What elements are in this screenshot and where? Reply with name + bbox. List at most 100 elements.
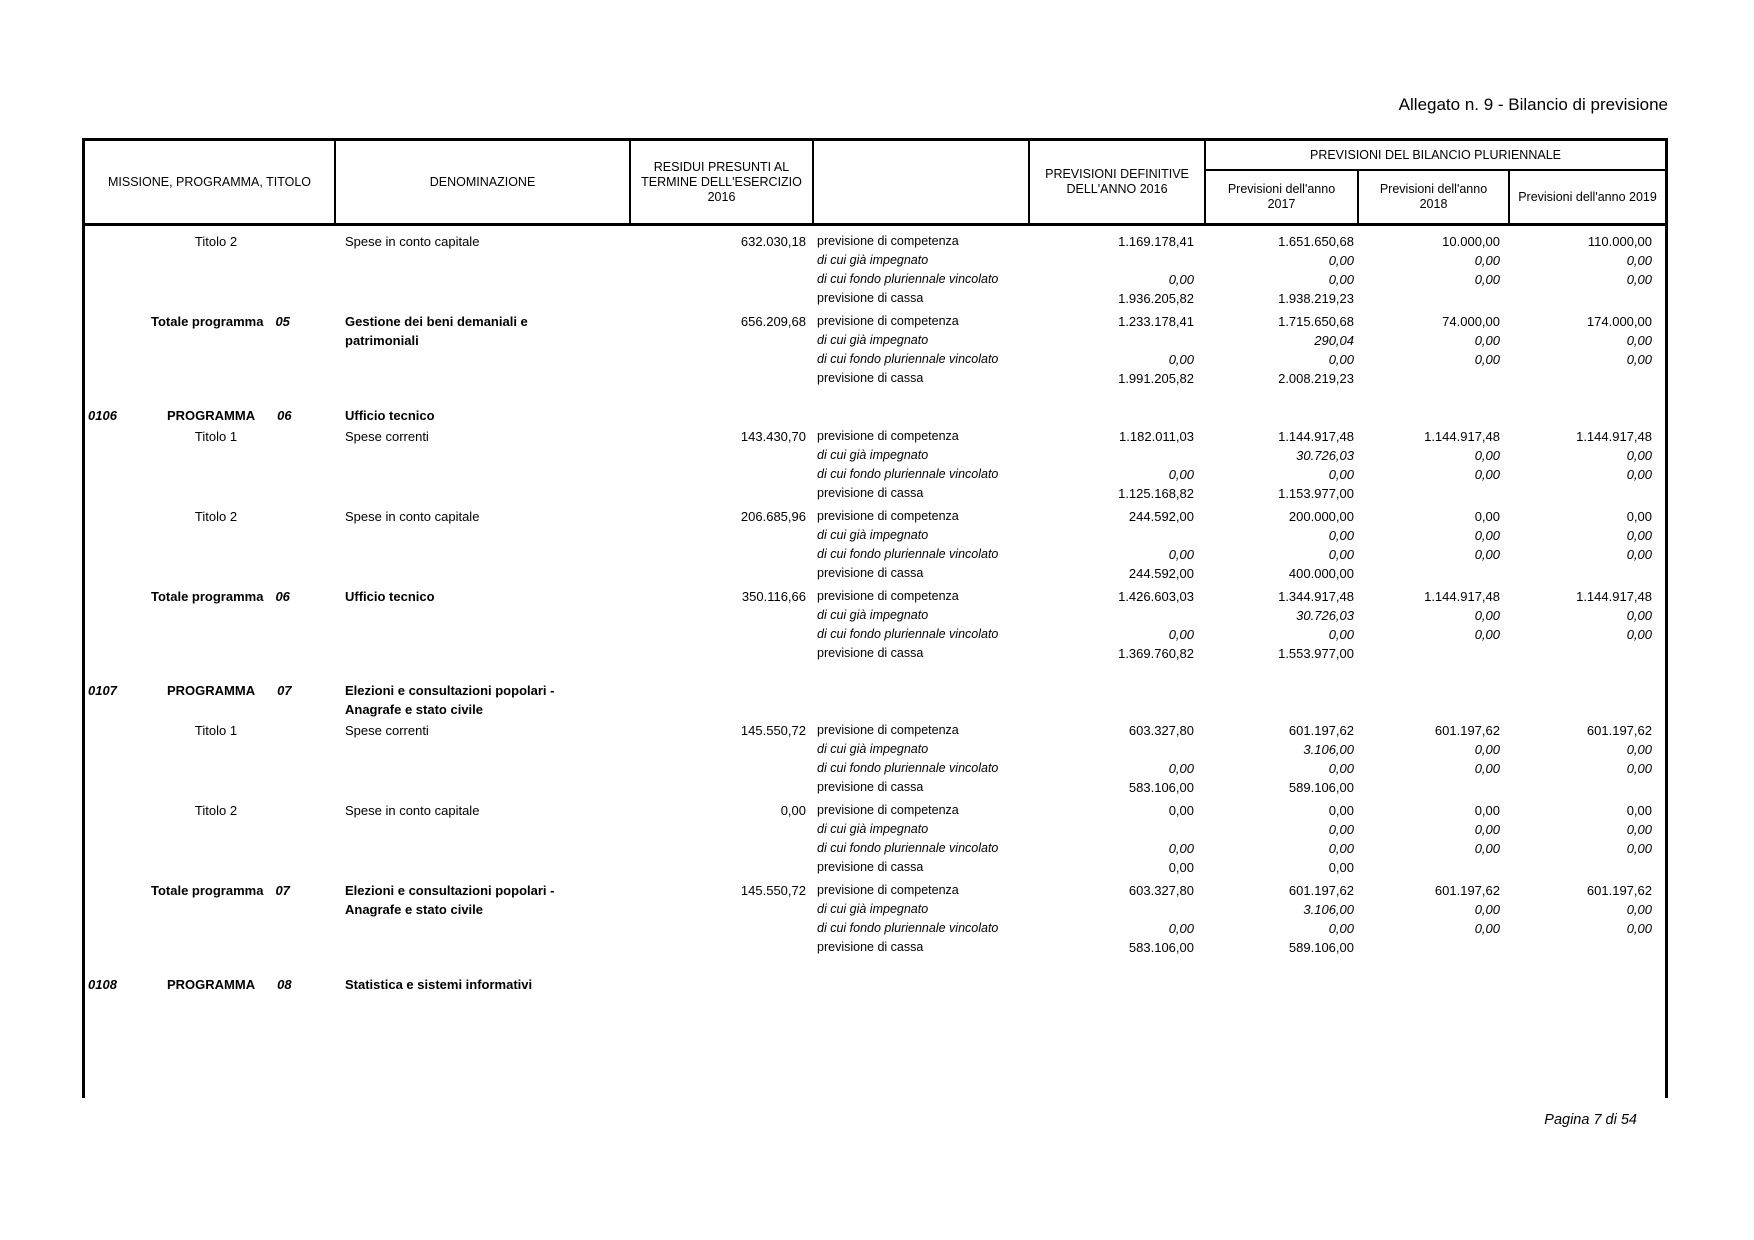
value-definitive-2016: 244.592,00	[1128, 566, 1194, 581]
value-2017: 601.197,62	[1288, 883, 1354, 898]
previsione-row: previsione di competenza 1.233.178,41 1.…	[814, 312, 1665, 331]
previsione-row-label: previsione di competenza	[817, 429, 959, 443]
previsione-row-label: previsione di competenza	[817, 723, 959, 737]
previsioni-rows	[814, 975, 1665, 994]
value-2018: 1.144.917,48	[1424, 589, 1500, 604]
value-2017: 1.651.650,68	[1278, 234, 1354, 249]
block-label: Titolo 2	[194, 234, 238, 249]
previsioni-rows	[814, 406, 1665, 425]
value-definitive-2016: 0,00	[1168, 627, 1194, 642]
previsione-row: previsione di competenza 0,00 0,00 0,00 …	[814, 801, 1665, 820]
value-2018: 0,00	[1474, 627, 1500, 642]
value-definitive-2016	[1030, 446, 1206, 465]
value-2018: 0,00	[1474, 272, 1500, 287]
previsione-row: di cui fondo pluriennale vincolato 0,00 …	[814, 759, 1665, 778]
block-number: 08	[277, 977, 292, 992]
value-2017: 400.000,00	[1288, 566, 1354, 581]
value-2018: 0,00	[1474, 921, 1500, 936]
value-2018: 0,00	[1474, 253, 1500, 268]
value-2017: 1.144.917,48	[1278, 429, 1354, 444]
value-definitive-2016: 1.182.011,03	[1119, 429, 1194, 444]
value-definitive-2016: 0,00	[1168, 761, 1194, 776]
value-2019: 0,00	[1626, 921, 1652, 936]
previsione-row-label: previsione di cassa	[817, 566, 924, 580]
previsione-row: previsione di competenza 1.182.011,03 1.…	[814, 427, 1665, 446]
budget-block: 0107 PROGRAMMA 07 Elezioni e consultazio…	[85, 681, 1665, 719]
value-definitive-2016: 0,00	[1168, 860, 1194, 875]
previsione-row: di cui già impegnato 290,04 0,00 0,00	[814, 331, 1665, 350]
value-definitive-2016: 0,00	[1168, 841, 1194, 856]
value-2018: 0,00	[1474, 841, 1500, 856]
value-2018	[1359, 858, 1510, 877]
value-definitive-2016: 1.936.205,82	[1118, 291, 1194, 306]
previsione-row: di cui fondo pluriennale vincolato 0,00 …	[814, 545, 1665, 564]
value-2019: 601.197,62	[1586, 723, 1652, 738]
value-2019: 0,00	[1626, 761, 1652, 776]
previsione-row-label: di cui già impegnato	[817, 742, 929, 756]
previsioni-rows: previsione di competenza 244.592,00 200.…	[814, 507, 1665, 583]
budget-block: Titolo 1 Spese correnti 145.550,72 previ…	[85, 721, 1665, 797]
value-2017: 1.344.917,48	[1278, 589, 1354, 604]
value-definitive-2016: 1.369.760,82	[1118, 646, 1194, 661]
value-2019	[1510, 858, 1665, 877]
value-definitive-2016: 1.169.178,41	[1118, 234, 1194, 249]
previsione-row-label: previsione di cassa	[817, 486, 924, 500]
block-label: PROGRAMMA	[167, 683, 256, 698]
value-2017: 290,04	[1314, 333, 1354, 348]
value-2018	[1359, 778, 1510, 797]
previsione-row: di cui già impegnato 30.726,03 0,00 0,00	[814, 606, 1665, 625]
previsione-row: previsione di competenza 1.426.603,03 1.…	[814, 587, 1665, 606]
previsione-row: di cui fondo pluriennale vincolato 0,00 …	[814, 350, 1665, 369]
value-definitive-2016: 1.991.205,82	[1118, 371, 1194, 386]
previsione-row: di cui fondo pluriennale vincolato 0,00 …	[814, 625, 1665, 644]
previsioni-rows	[814, 681, 1665, 719]
value-2019: 0,00	[1626, 509, 1652, 524]
value-definitive-2016: 0,00	[1168, 272, 1194, 287]
header-previsioni-2017: Previsioni dell'anno 2017	[1206, 171, 1359, 223]
previsione-row-label: di cui fondo pluriennale vincolato	[817, 272, 999, 286]
value-2017: 0,00	[1328, 528, 1354, 543]
value-2019: 0,00	[1626, 803, 1652, 818]
previsioni-rows: previsione di competenza 1.233.178,41 1.…	[814, 312, 1665, 388]
value-2019: 0,00	[1626, 253, 1652, 268]
value-2017: 0,00	[1328, 822, 1354, 837]
previsione-row: previsione di competenza 603.327,80 601.…	[814, 721, 1665, 740]
previsione-row-label: previsione di competenza	[817, 509, 959, 523]
document-title: Allegato n. 9 - Bilancio di previsione	[1398, 95, 1668, 114]
residui-value: 0,00	[780, 803, 806, 818]
table-header: MISSIONE, PROGRAMMA, TITOLO DENOMINAZION…	[82, 138, 1668, 226]
previsioni-rows: previsione di competenza 0,00 0,00 0,00 …	[814, 801, 1665, 877]
missione-cell: Titolo 1	[85, 427, 336, 503]
denominazione-cell: Elezioni e consultazioni popolari - Anag…	[345, 683, 555, 717]
value-2017: 200.000,00	[1288, 509, 1354, 524]
value-2017: 0,00	[1328, 547, 1354, 562]
value-2017: 589.106,00	[1288, 780, 1354, 795]
previsione-row-label: di cui già impegnato	[817, 528, 929, 542]
denominazione-cell: Spese in conto capitale	[345, 509, 480, 524]
budget-block: Titolo 2 Spese in conto capitale 206.685…	[85, 507, 1665, 583]
value-2018: 0,00	[1474, 608, 1500, 623]
previsione-row: previsione di cassa 1.936.205,82 1.938.2…	[814, 289, 1665, 308]
budget-block: Titolo 2 Spese in conto capitale 632.030…	[85, 232, 1665, 308]
programma-code: 0106	[88, 408, 117, 423]
value-2018: 0,00	[1474, 547, 1500, 562]
value-2017: 601.197,62	[1288, 723, 1354, 738]
previsione-row: di cui fondo pluriennale vincolato 0,00 …	[814, 465, 1665, 484]
value-2017: 0,00	[1328, 921, 1354, 936]
block-number: 07	[277, 683, 292, 698]
value-2017: 3.106,00	[1303, 902, 1354, 917]
residui-value: 145.550,72	[740, 883, 806, 898]
previsione-row-label: previsione di cassa	[817, 371, 924, 385]
value-definitive-2016: 1.125.168,82	[1118, 486, 1194, 501]
previsione-row-label: di cui fondo pluriennale vincolato	[817, 352, 999, 366]
block-label: PROGRAMMA	[167, 977, 256, 992]
previsione-row: previsione di cassa 0,00 0,00	[814, 858, 1665, 877]
value-2017: 0,00	[1328, 272, 1354, 287]
previsione-row-label: di cui fondo pluriennale vincolato	[817, 467, 999, 481]
value-2019: 174.000,00	[1586, 314, 1652, 329]
previsione-row-label: di cui fondo pluriennale vincolato	[817, 761, 999, 775]
previsione-row: di cui già impegnato 3.106,00 0,00 0,00	[814, 900, 1665, 919]
missione-cell: Titolo 1	[85, 721, 336, 797]
value-definitive-2016	[1030, 331, 1206, 350]
